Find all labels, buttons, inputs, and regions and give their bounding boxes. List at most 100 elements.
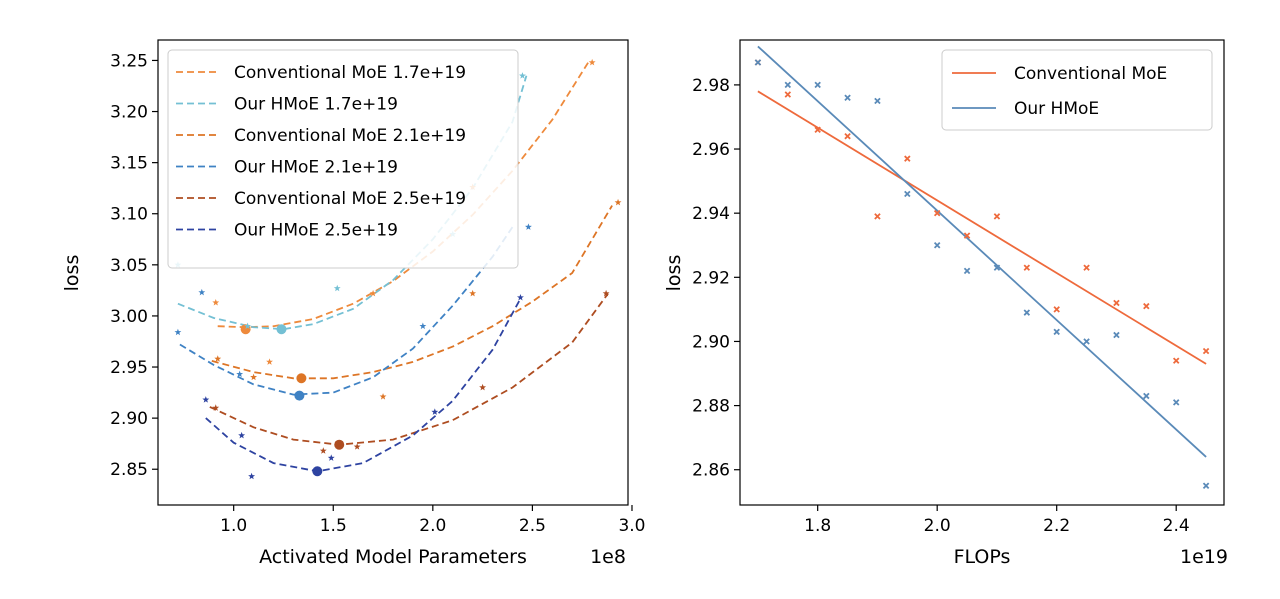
data-point	[784, 81, 792, 89]
y-tick-label: 2.92	[692, 268, 730, 288]
left-plot-frame	[157, 39, 629, 506]
data-point	[379, 393, 387, 400]
y-tick-label: 2.98	[692, 76, 730, 96]
x-tick-label: 1.5	[320, 516, 347, 536]
right-x-offset-label: 1e19	[1180, 546, 1228, 568]
data-point	[844, 94, 851, 101]
data-point	[1143, 302, 1150, 310]
data-point	[874, 213, 881, 220]
data-point	[431, 408, 439, 415]
data-point	[479, 383, 487, 391]
optimum-marker	[294, 390, 305, 401]
x-tick-label: 2.0	[419, 516, 446, 536]
legend-label: Conventional MoE 1.7e+19	[234, 63, 466, 83]
fit-curve-series-2	[211, 205, 613, 380]
y-tick-label: 3.20	[110, 103, 148, 123]
left-legend-box	[167, 49, 519, 269]
data-point	[963, 232, 971, 239]
y-tick-label: 2.95	[110, 358, 148, 378]
y-tick-label: 2.85	[110, 460, 148, 480]
right-y-axis-label: loss	[663, 255, 685, 292]
left-x-axis-label: Activated Model Parameters	[259, 546, 527, 568]
data-point	[353, 443, 361, 450]
data-point	[236, 370, 244, 378]
data-point	[1053, 306, 1060, 313]
y-tick-label: 2.90	[692, 332, 730, 352]
data-point	[754, 59, 762, 66]
data-point	[1083, 338, 1090, 345]
data-point	[904, 155, 911, 162]
trend-line-series-0	[757, 90, 1207, 365]
optimum-marker	[276, 324, 287, 335]
data-point	[319, 447, 327, 454]
x-tick-label: 2.0	[924, 516, 951, 536]
data-point	[904, 190, 911, 198]
data-point	[519, 72, 526, 79]
chart-right-flops: 1.8 2.0 2.2 2.4 2.86 2.88 2.90 2.92 2.94 2.96 2.98…	[663, 39, 1228, 568]
data-point	[198, 288, 206, 296]
data-point	[238, 431, 246, 439]
trend-line-series-1	[757, 45, 1207, 458]
legend-label: Our HMoE 1.7e+19	[234, 95, 398, 115]
x-tick-label: 2.4	[1163, 516, 1190, 536]
data-point	[327, 454, 335, 461]
data-point	[784, 91, 792, 98]
x-tick-label: 1.8	[804, 516, 831, 536]
data-point	[874, 97, 881, 105]
data-point	[844, 132, 851, 140]
data-point	[202, 396, 210, 403]
data-point	[469, 289, 477, 297]
data-point	[1053, 328, 1060, 336]
right-legend-box	[941, 49, 1213, 131]
fit-curve-series-3	[179, 226, 514, 396]
fit-curve-series-5	[205, 298, 522, 473]
y-tick-label: 2.94	[692, 204, 730, 224]
data-point	[1143, 392, 1150, 400]
x-tick-label: 1.0	[220, 516, 247, 536]
data-point	[244, 322, 252, 330]
data-point	[614, 198, 622, 206]
data-point	[1023, 309, 1031, 316]
data-point	[814, 126, 821, 134]
data-point	[1113, 299, 1120, 307]
data-point	[1172, 357, 1180, 364]
optimum-marker	[312, 466, 323, 477]
data-point	[1083, 264, 1090, 271]
y-tick-label: 2.86	[692, 461, 730, 481]
data-point	[1172, 399, 1180, 406]
y-tick-label: 3.25	[110, 51, 148, 71]
data-point	[419, 322, 427, 330]
data-point	[525, 223, 532, 230]
fit-curve-series-0	[217, 62, 589, 329]
legend-label: Our HMoE	[1014, 99, 1099, 119]
fit-curve-series-4	[209, 292, 609, 446]
data-point	[369, 289, 377, 297]
data-point	[333, 284, 341, 292]
data-point	[250, 373, 258, 381]
x-tick-label: 3.0	[618, 516, 645, 536]
x-tick-label: 2.2	[1043, 516, 1070, 536]
legend-label: Our HMoE 2.1e+19	[234, 158, 398, 178]
data-point	[1202, 482, 1210, 489]
optimum-marker	[296, 373, 307, 384]
y-tick-label: 3.05	[110, 256, 148, 276]
y-tick-label: 3.10	[110, 205, 148, 225]
y-tick-label: 2.90	[110, 409, 148, 429]
left-x-offset-label: 1e8	[590, 546, 626, 568]
y-tick-label: 2.88	[692, 397, 730, 417]
data-point	[212, 299, 220, 306]
y-tick-label: 2.96	[692, 140, 730, 160]
data-point	[588, 58, 596, 66]
data-point	[266, 358, 273, 365]
y-tick-label: 3.15	[110, 154, 148, 174]
data-point	[248, 472, 256, 480]
data-point	[933, 242, 941, 249]
chart-left-activated-params: 1.0 1.5 2.0 2.5 3.0 2.85 2.90 2.95 3.00 3.05 3.10 3…	[61, 39, 646, 568]
data-point	[933, 209, 941, 217]
legend-label: Conventional MoE	[1014, 64, 1167, 84]
data-point	[1023, 264, 1031, 271]
y-tick-label: 3.00	[110, 307, 148, 327]
data-point	[517, 293, 524, 301]
data-point	[214, 355, 222, 362]
